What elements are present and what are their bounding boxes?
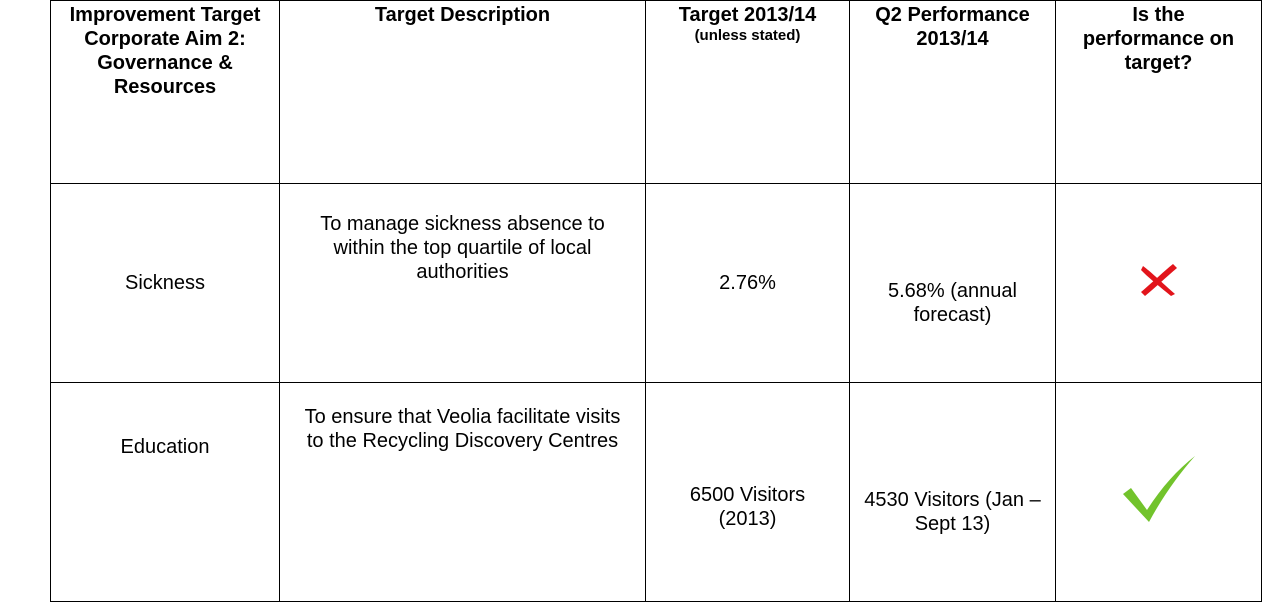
cell: Education [50,382,280,602]
header-text: Q2 Performance 2013/14 [875,4,1030,50]
header-cell: Target 2013/14 (unless stated) [645,0,850,184]
header-text: Improvement Target Corporate Aim 2: Gove… [69,4,261,98]
header-text: Target 2013/14 [678,4,817,26]
header-cell: Improvement Target Corporate Aim 2: Gove… [50,0,280,184]
cell: 2.76% [645,183,850,383]
header-cell: Target Description [279,0,646,184]
header-cell: Is the performance on target? [1055,0,1262,184]
cross-icon [1140,264,1177,296]
cell: To ensure that Veolia facilitate visits … [279,382,646,602]
page: Improvement Target Corporate Aim 2: Gove… [50,0,1262,602]
header-row: Improvement Target Corporate Aim 2: Gove… [50,0,1262,184]
cell: 6500 Visitors (2013) [645,382,850,602]
header-text: Is the performance on target? [1082,4,1235,74]
header-note: (unless stated) [694,27,801,44]
check-icon [1122,456,1195,522]
row: Education To ensure that Veolia facilita… [50,382,1262,602]
cell [1055,382,1262,602]
performance-table: Improvement Target Corporate Aim 2: Gove… [50,0,1262,602]
cell: 4530 Visitors (Jan – Sept 13) [849,382,1056,602]
cell [1055,183,1262,383]
cell: To manage sickness absence to within the… [279,183,646,383]
header-cell: Q2 Performance 2013/14 [849,0,1056,184]
cell: Sickness [50,183,280,383]
cell: 5.68% (annual forecast) [849,183,1056,383]
header-text: Target Description [374,4,551,26]
row: Sickness To manage sickness absence to w… [50,183,1262,383]
